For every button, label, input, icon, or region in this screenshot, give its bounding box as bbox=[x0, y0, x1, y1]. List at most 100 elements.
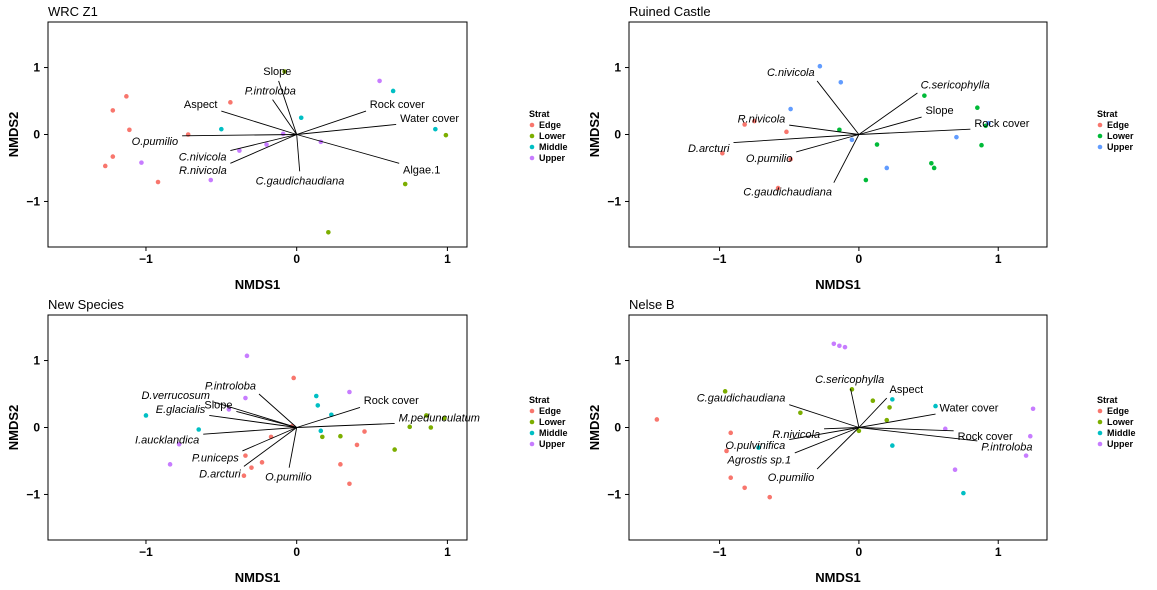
vector-line bbox=[850, 388, 860, 428]
vector-label: D.arcturi bbox=[199, 469, 241, 481]
data-point-edge bbox=[110, 154, 116, 159]
vector-label: C.gaudichaudiana bbox=[743, 186, 832, 198]
data-point-edge bbox=[241, 473, 247, 479]
data-point-lower bbox=[929, 160, 934, 166]
data-point-lower bbox=[870, 398, 876, 404]
y-axis-title: NMDS2 bbox=[6, 112, 21, 158]
vector-line bbox=[733, 134, 859, 143]
data-point-middle bbox=[196, 427, 202, 432]
vector-label: Rock cover bbox=[364, 395, 419, 407]
data-point-lower bbox=[338, 433, 343, 439]
legend-title: Strat bbox=[1097, 109, 1118, 119]
vector-line bbox=[296, 124, 397, 135]
legend-label: Upper bbox=[539, 153, 566, 163]
vector-label: C.gaudichaudiana bbox=[256, 175, 345, 187]
x-tick-label: 0 bbox=[293, 545, 300, 559]
x-tick-label: −1 bbox=[139, 252, 153, 266]
y-axis-title: NMDS2 bbox=[587, 405, 602, 451]
data-point-upper bbox=[264, 142, 269, 147]
vector-label: Agrostis sp.1 bbox=[726, 454, 791, 466]
vector-line bbox=[243, 427, 297, 467]
data-point-upper bbox=[377, 78, 382, 84]
data-point-upper bbox=[952, 467, 958, 472]
vector-label: C.nivicola bbox=[767, 67, 815, 79]
x-tick-label: 1 bbox=[444, 545, 451, 559]
data-point-lower bbox=[326, 229, 331, 235]
x-tick-label: −1 bbox=[713, 252, 727, 266]
vector-line bbox=[296, 423, 395, 428]
data-point-middle bbox=[318, 428, 324, 434]
data-point-edge bbox=[259, 460, 265, 465]
chart-panel-0: WRC Z1 −1 0 1 −1 0 1 NMDS1 NMDS2 Slope Aspect P.int… bbox=[6, 4, 568, 292]
legend-key bbox=[1097, 133, 1103, 139]
legend-key bbox=[1097, 430, 1103, 436]
vector-label: Slope bbox=[925, 105, 953, 117]
data-point-edge bbox=[110, 108, 116, 113]
x-tick-label: −1 bbox=[713, 545, 727, 559]
legend-key bbox=[1097, 408, 1103, 414]
legend-label: Edge bbox=[539, 406, 561, 416]
data-point-lower bbox=[798, 410, 803, 416]
legend-label: Lower bbox=[1107, 131, 1134, 141]
vector-line bbox=[796, 134, 860, 153]
legend-label: Lower bbox=[539, 417, 566, 427]
data-point-upper bbox=[942, 426, 948, 432]
vector-label: Rock cover bbox=[974, 118, 1029, 130]
data-point-lower bbox=[922, 93, 927, 98]
legend-label: Upper bbox=[1107, 142, 1134, 152]
vector-label: R.nivicola bbox=[179, 165, 227, 177]
data-point-middle bbox=[756, 445, 761, 450]
vector-label: O.pumilio bbox=[132, 136, 178, 148]
data-point-upper bbox=[986, 120, 991, 126]
data-point-edge bbox=[775, 185, 781, 191]
data-point-edge bbox=[347, 481, 352, 487]
vector-line bbox=[288, 427, 298, 468]
data-point-lower bbox=[837, 127, 842, 133]
data-point-middle bbox=[933, 403, 938, 409]
y-tick-label: 1 bbox=[614, 61, 621, 75]
vector-line bbox=[858, 397, 888, 428]
data-point-edge bbox=[784, 129, 789, 135]
vector-label: Aspect bbox=[890, 384, 924, 396]
data-point-upper bbox=[243, 395, 248, 401]
legend-label: Middle bbox=[539, 428, 568, 438]
x-tick-label: 0 bbox=[293, 252, 300, 266]
vector-label: Aspect bbox=[184, 99, 218, 111]
legend-key bbox=[529, 430, 535, 436]
vector-line bbox=[296, 134, 400, 164]
vector-label: P.introloba bbox=[205, 380, 256, 392]
legend-key bbox=[529, 441, 535, 447]
x-tick-label: 1 bbox=[995, 545, 1002, 559]
data-point-edge bbox=[124, 94, 129, 99]
vector-label: P.uniceps bbox=[192, 453, 239, 465]
data-point-lower bbox=[979, 142, 984, 148]
data-point-lower bbox=[975, 105, 980, 111]
data-point-middle bbox=[890, 397, 895, 402]
vector-label: O.pumilio bbox=[265, 472, 311, 484]
data-point-edge bbox=[742, 122, 747, 127]
plot-area bbox=[47, 314, 468, 541]
data-point-lower bbox=[442, 415, 447, 421]
vector-line bbox=[221, 110, 297, 135]
chart-panel-2: New Species −1 0 1 −1 0 1 NMDS1 NMDS2 P.introloba… bbox=[6, 297, 568, 585]
data-point-lower bbox=[887, 405, 892, 410]
legend-label: Edge bbox=[1107, 120, 1129, 130]
legend-key bbox=[1097, 122, 1103, 128]
vector-label: Slope bbox=[204, 399, 232, 411]
data-point-middle bbox=[433, 126, 438, 132]
data-point-upper bbox=[1027, 433, 1033, 439]
data-point-upper bbox=[347, 389, 352, 395]
vector-line bbox=[213, 401, 297, 428]
plot-area bbox=[628, 21, 1048, 248]
vector-label: R.nivicola bbox=[738, 114, 786, 126]
vector-label: O.pumilio bbox=[768, 472, 814, 484]
y-tick-label: 0 bbox=[614, 421, 621, 435]
y-tick-label: −1 bbox=[26, 487, 40, 501]
vector-line bbox=[242, 427, 297, 452]
data-point-lower bbox=[863, 177, 869, 183]
vector-line bbox=[230, 134, 297, 164]
vector-label: O.pulvinifica bbox=[725, 440, 785, 452]
legend-label: Middle bbox=[539, 142, 568, 152]
y-tick-label: 0 bbox=[614, 128, 621, 142]
